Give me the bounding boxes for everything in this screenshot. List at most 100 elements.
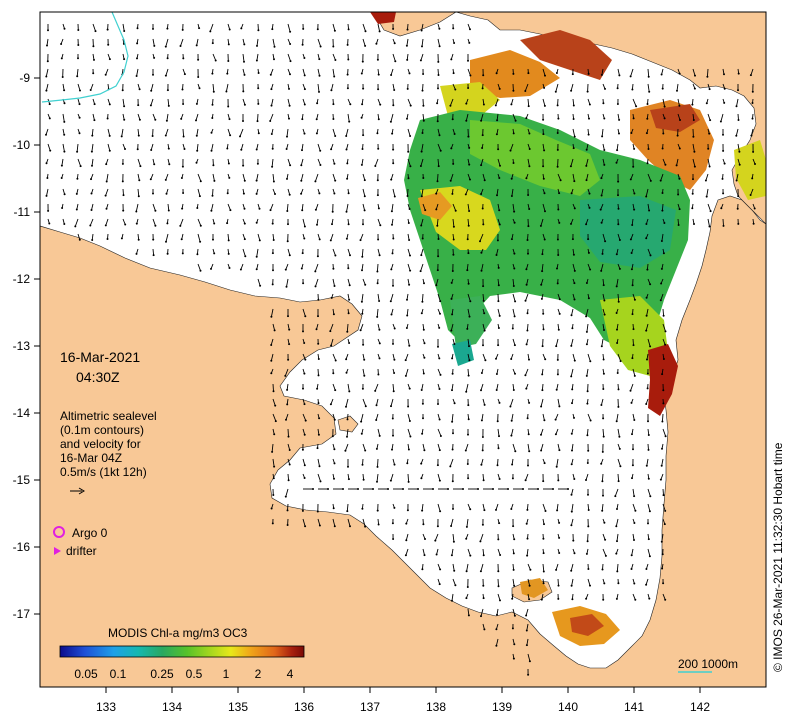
velocity-arrowhead xyxy=(359,239,362,242)
velocity-arrow xyxy=(46,38,49,46)
velocity-arrowhead xyxy=(543,149,546,152)
velocity-arrow xyxy=(390,113,394,122)
velocity-arrow xyxy=(362,368,365,376)
velocity-arrowhead xyxy=(285,285,288,288)
velocity-arrowhead xyxy=(48,103,51,106)
velocity-arrow xyxy=(467,353,470,361)
velocity-arrow xyxy=(300,173,304,181)
velocity-arrowhead xyxy=(482,223,485,226)
velocity-arrow xyxy=(661,533,664,542)
velocity-arrowhead xyxy=(408,72,411,75)
velocity-arrowhead xyxy=(629,238,632,241)
velocity-arrowhead xyxy=(480,389,482,392)
velocity-arrowhead xyxy=(348,284,351,287)
velocity-arrowhead xyxy=(404,359,407,362)
velocity-arrowhead xyxy=(166,57,169,60)
velocity-arrow xyxy=(137,158,141,167)
velocity-arrowhead xyxy=(555,465,558,468)
velocity-arrowhead xyxy=(451,357,454,360)
velocity-arrowhead xyxy=(632,344,635,347)
velocity-arrowhead xyxy=(179,224,182,227)
velocity-arrow xyxy=(332,23,336,31)
velocity-arrowhead xyxy=(121,162,124,165)
drifter-label: drifter xyxy=(66,544,97,558)
velocity-arrowhead xyxy=(106,28,109,31)
velocity-arrowhead xyxy=(362,87,365,90)
velocity-arrowhead xyxy=(604,240,607,243)
velocity-arrowhead xyxy=(556,267,558,270)
velocity-arrow xyxy=(737,143,740,152)
velocity-arrow xyxy=(392,383,395,392)
velocity-arrowhead xyxy=(633,419,636,421)
velocity-arrowhead xyxy=(527,673,530,676)
velocity-arrow xyxy=(45,128,49,135)
velocity-arrow xyxy=(482,503,485,511)
velocity-arrow xyxy=(286,203,289,212)
velocity-arrowhead xyxy=(271,252,274,255)
velocity-arrowhead xyxy=(450,147,453,150)
velocity-arrowhead xyxy=(737,195,740,198)
velocity-arrow xyxy=(496,188,499,196)
velocity-arrowhead xyxy=(663,105,666,108)
velocity-arrowhead xyxy=(722,133,724,136)
velocity-arrowhead xyxy=(182,135,185,138)
velocity-arrowhead xyxy=(649,254,652,257)
velocity-arrow xyxy=(449,98,454,106)
velocity-arrowhead xyxy=(333,29,336,32)
velocity-arrowhead xyxy=(647,434,650,436)
velocity-arrowhead xyxy=(600,269,603,272)
velocity-arrowhead xyxy=(570,569,573,572)
velocity-arrowhead xyxy=(482,103,485,106)
velocity-arrow xyxy=(677,113,681,121)
velocity-arrowhead xyxy=(514,300,517,303)
velocity-arrow xyxy=(496,248,499,256)
velocity-arrowhead xyxy=(454,584,457,587)
velocity-arrowhead xyxy=(648,555,651,558)
velocity-arrow xyxy=(572,98,575,106)
velocity-arrowhead xyxy=(345,148,348,151)
velocity-arrowhead xyxy=(164,74,167,77)
velocity-arrowhead xyxy=(406,28,409,31)
velocity-arrowhead xyxy=(616,103,619,105)
velocity-arrow xyxy=(512,443,516,452)
velocity-arrowhead xyxy=(554,418,557,421)
velocity-arrow xyxy=(269,113,274,122)
velocity-arrowhead xyxy=(571,402,573,405)
velocity-arrowhead xyxy=(735,134,738,137)
velocity-arrowhead xyxy=(451,480,454,483)
velocity-arrowhead xyxy=(405,522,408,525)
velocity-arrowhead xyxy=(255,179,258,182)
velocity-arrowhead xyxy=(600,221,603,224)
velocity-arrow xyxy=(362,278,366,285)
velocity-arrowhead xyxy=(709,119,712,122)
velocity-arrowhead xyxy=(63,27,66,30)
velocity-arrow xyxy=(197,263,201,271)
velocity-arrowhead xyxy=(450,525,453,527)
velocity-arrowhead xyxy=(243,222,246,225)
velocity-arrowhead xyxy=(438,583,441,586)
velocity-arrow xyxy=(91,128,94,136)
velocity-arrow xyxy=(45,83,49,91)
velocity-arrowhead xyxy=(468,359,471,362)
velocity-arrowhead xyxy=(349,525,351,528)
velocity-arrow xyxy=(512,383,515,391)
velocity-arrow xyxy=(180,38,184,47)
velocity-arrow xyxy=(122,98,125,107)
velocity-arrowhead xyxy=(346,177,349,180)
velocity-arrowhead xyxy=(212,164,215,167)
velocity-arrowhead xyxy=(646,387,649,390)
velocity-arrowhead xyxy=(735,179,738,182)
velocity-arrow xyxy=(165,38,169,47)
velocity-arrowhead xyxy=(693,165,696,168)
velocity-arrow xyxy=(602,233,606,242)
velocity-arrow xyxy=(525,293,529,301)
velocity-arrowhead xyxy=(721,177,724,180)
velocity-arrow xyxy=(572,173,575,182)
chl-far-east-yellow xyxy=(734,140,766,200)
velocity-arrow xyxy=(361,158,364,165)
velocity-arrow xyxy=(602,158,605,165)
velocity-arrow xyxy=(557,398,560,407)
velocity-arrow xyxy=(495,98,499,106)
velocity-arrow xyxy=(527,578,531,586)
velocity-arrowhead xyxy=(469,554,472,557)
